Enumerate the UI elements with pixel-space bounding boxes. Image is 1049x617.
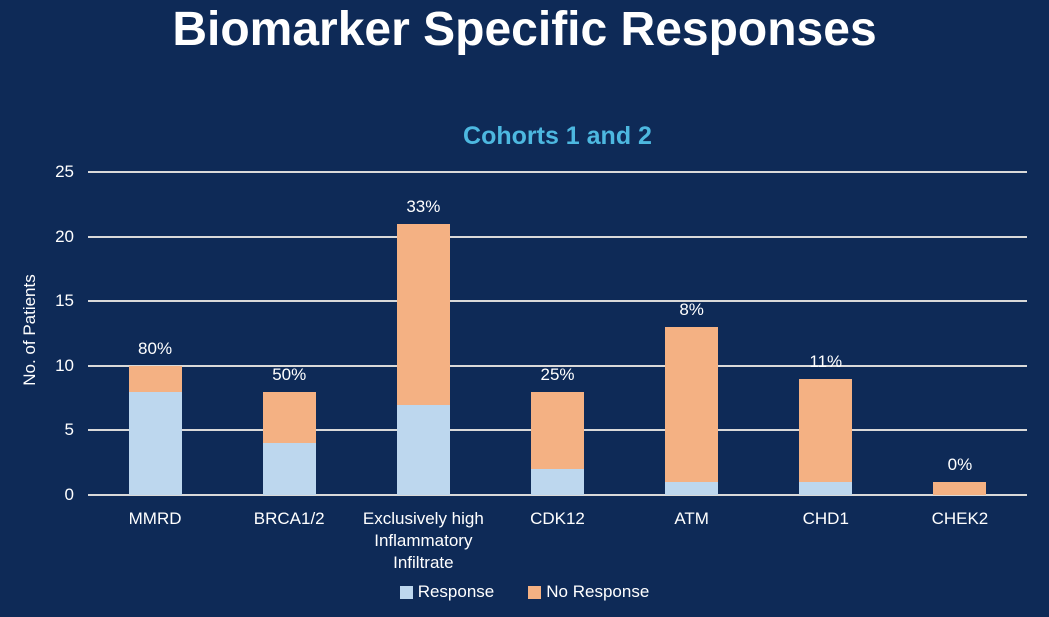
plot-area: 80% 50% 33% 25% 8% 11% 0% (88, 171, 1027, 496)
bar-percent-label: 0% (947, 455, 973, 475)
bar-segment-response (799, 482, 853, 495)
bar-segment-response (531, 469, 584, 495)
bar-percent-label: 8% (679, 300, 704, 320)
gridline (88, 300, 1027, 303)
bar-percent-label: 50% (272, 364, 307, 384)
bar-segment-response (262, 443, 316, 495)
bar-percent-label: 25% (540, 364, 575, 384)
x-tick-label: CDK12 (530, 509, 585, 528)
chart-subtitle: Cohorts 1 and 2 (463, 122, 652, 150)
x-tick-label: BRCA1/2 (253, 509, 325, 528)
bar-percent-label: 80% (138, 338, 173, 358)
bar-segment-no-response (262, 391, 316, 444)
bar-segment-response (128, 391, 182, 495)
bar-percent-label: 11% (809, 351, 843, 371)
bar-segment-response (396, 404, 450, 495)
x-tick-label: ATM (674, 509, 709, 528)
bar-segment-no-response (396, 223, 450, 405)
x-tick-label: CHEK2 (931, 509, 989, 528)
bar-segment-no-response (531, 391, 584, 470)
y-tick-label: 10 (55, 355, 74, 375)
y-tick-label: 20 (55, 226, 74, 246)
bar-segment-response (665, 482, 719, 495)
y-tick-label: 25 (55, 162, 74, 181)
bar-percent-label: 33% (406, 196, 441, 216)
y-axis-label: No. of Patients (20, 274, 39, 386)
bar-segment-no-response (128, 365, 182, 392)
y-tick-label: 5 (64, 420, 74, 440)
legend-swatch-icon (399, 585, 413, 599)
legend-label: No Response (546, 582, 650, 601)
gridline (88, 235, 1027, 238)
legend-item: No Response (528, 582, 649, 602)
bar-segment-no-response (665, 327, 719, 483)
y-tick-label: 0 (64, 485, 74, 504)
x-tick-label: MMRD (128, 509, 182, 528)
legend-swatch-icon (528, 585, 542, 599)
slide-title: Biomarker Specific Responses (172, 3, 877, 56)
gridline (88, 494, 1027, 496)
gridline (88, 364, 1027, 367)
bar-segment-no-response (933, 482, 987, 495)
y-tick-label: 15 (55, 291, 74, 311)
legend-label: Response (417, 582, 495, 601)
bar-segment-no-response (799, 378, 853, 483)
x-tick-label: Exclusively high Inflammatory Infiltrate (362, 509, 484, 572)
legend: Response No Response (0, 582, 1049, 602)
gridline (88, 171, 1027, 173)
legend-item: Response (399, 582, 495, 602)
x-tick-label: CHD1 (802, 509, 849, 528)
